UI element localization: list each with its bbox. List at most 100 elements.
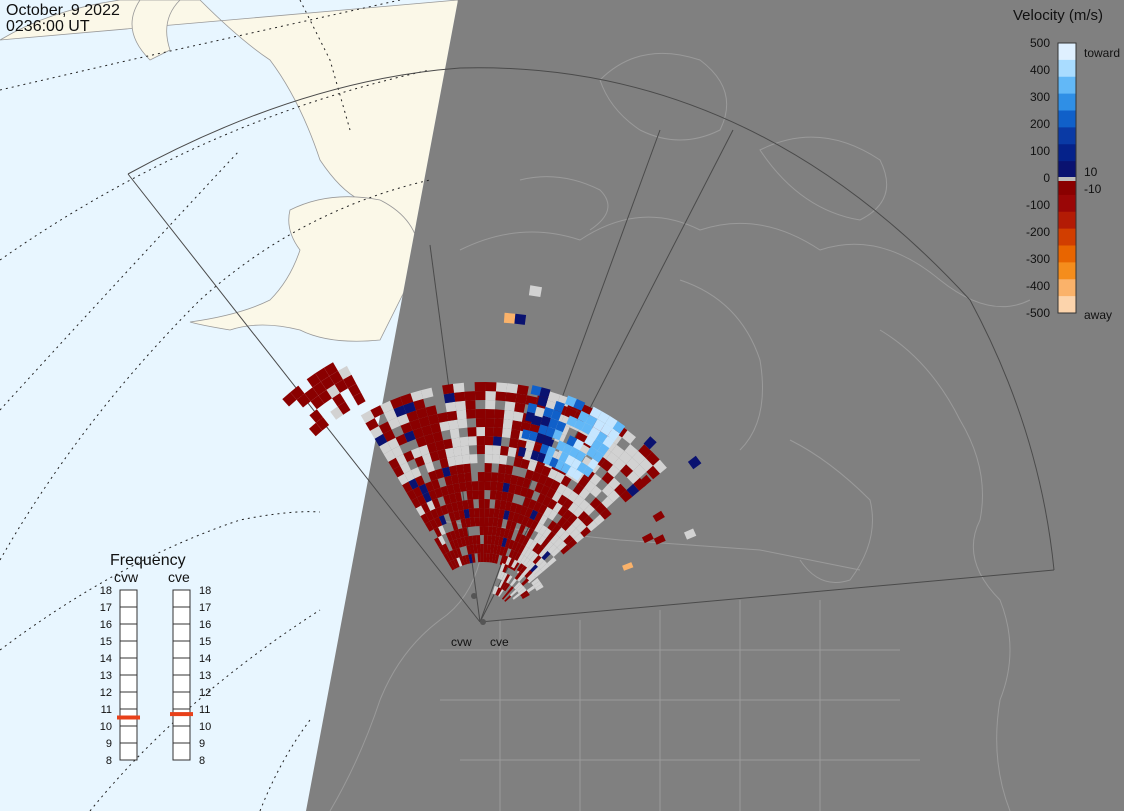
- scatter-cell: [513, 552, 522, 562]
- scatter-cell: [422, 492, 432, 503]
- scatter-cell: [455, 464, 465, 475]
- scatter-cell: [577, 410, 590, 423]
- scatter-cell: [563, 534, 574, 545]
- scatter-cell: [533, 532, 543, 543]
- scatter-cell: [632, 450, 646, 465]
- scatter-cell: [434, 516, 443, 528]
- scatter-cell: [493, 586, 499, 595]
- scatter-cell: [529, 509, 539, 521]
- scatter-cell: [456, 557, 463, 567]
- scatter-cell: [456, 409, 467, 420]
- lat-lon-grid: [0, 0, 431, 811]
- scatter-cell: [520, 421, 531, 433]
- scatter-cell: [387, 437, 400, 450]
- date-label: October, 9 2022: [6, 2, 120, 19]
- scatter-cell: [484, 472, 492, 482]
- scatter-cell: [498, 589, 504, 597]
- scatter-cell: [421, 425, 433, 437]
- scatter-cell: [517, 446, 527, 457]
- scatter-cell: [557, 541, 567, 551]
- scatter-cell: [383, 449, 396, 462]
- frequency-tick-label: 8: [199, 755, 205, 767]
- scatter-cell: [508, 438, 519, 449]
- frequency-scale-cell: [119, 606, 138, 625]
- scatter-cell: [566, 466, 577, 478]
- scatter-cell: [493, 418, 504, 428]
- frequency-tick-label: 16: [100, 619, 112, 631]
- scatter-cell: [607, 464, 620, 478]
- scatter-cell: [400, 422, 413, 434]
- scatter-cell: [516, 563, 525, 572]
- legend-swatch: [1058, 127, 1076, 145]
- scatter-cell: [460, 445, 470, 456]
- scatter-cell: [501, 428, 512, 438]
- scatter-cell: [495, 490, 503, 501]
- scatter-cell: [619, 490, 633, 503]
- frequency-tick-label: 17: [100, 602, 112, 614]
- scatter-cell: [449, 550, 457, 560]
- scatter-cell: [501, 572, 508, 581]
- scatter-cell: [572, 469, 583, 481]
- scatter-cell: [525, 517, 534, 529]
- scatter-cell: [495, 391, 507, 402]
- scatter-cell: [391, 445, 404, 458]
- scatter-cell: [584, 434, 596, 447]
- scatter-cell: [567, 513, 578, 525]
- scatter-cell: [595, 431, 608, 444]
- scatter-cell: [516, 476, 525, 487]
- legend-toward-label: toward: [1084, 46, 1120, 60]
- scatter-cell: [343, 374, 357, 389]
- scatter-cell: [494, 535, 500, 546]
- scatter-cell: [403, 450, 415, 463]
- scatter-cell: [538, 560, 547, 570]
- scatter-cell: [454, 491, 463, 502]
- scatter-cell: [490, 544, 495, 554]
- scatter-cell: [421, 502, 431, 514]
- scatter-cell: [589, 473, 602, 486]
- legend-tick-label: 300: [1030, 90, 1050, 104]
- legend-swatch: [1058, 228, 1076, 246]
- scatter-cell: [496, 481, 504, 492]
- scatter-cell: [516, 553, 525, 564]
- scatter-cell: [457, 418, 468, 429]
- scatter-cell: [538, 525, 548, 536]
- scatter-cell: [425, 405, 438, 417]
- scatter-cell: [638, 444, 653, 459]
- frequency-marker: [117, 715, 140, 720]
- scatter-cell: [430, 422, 442, 434]
- scatter-cell: [497, 536, 504, 547]
- scatter-cell: [304, 387, 319, 402]
- legend-swatch: [1058, 262, 1076, 280]
- scatter-cell: [597, 443, 610, 456]
- scatter-cell: [484, 481, 491, 491]
- scatter-cell: [443, 392, 456, 404]
- scatter-cell: [549, 534, 560, 545]
- scatter-cell: [533, 501, 543, 512]
- scatter-cell: [517, 573, 525, 582]
- scatter-cell: [605, 451, 619, 465]
- scatter-cell: [383, 429, 396, 442]
- scatter-cell: [498, 463, 507, 474]
- scatter-cell: [487, 526, 493, 536]
- legend-tick-label: -100: [1026, 198, 1050, 212]
- scatter-cell: [626, 470, 640, 484]
- frequency-scale-cell: [172, 742, 191, 761]
- scatter-cell: [464, 536, 470, 546]
- scatter-cell: [446, 410, 458, 421]
- scatter-cell: [424, 433, 435, 445]
- scatter-cell: [600, 508, 612, 520]
- scatter-cell: [493, 508, 500, 519]
- frequency-radar-cvw: cvw: [114, 569, 139, 585]
- scatter-cell: [412, 427, 424, 439]
- scatter-cell: [473, 544, 478, 554]
- scatter-cell: [527, 575, 536, 584]
- scatter-cell: [518, 534, 526, 545]
- scatter-cell: [614, 483, 627, 497]
- scatter-cell: [475, 409, 486, 419]
- scatter-cell: [537, 535, 547, 546]
- scatter-cell: [633, 464, 647, 478]
- scatter-cell: [495, 527, 502, 537]
- scatter-cell: [547, 391, 561, 404]
- scatter-cell: [546, 531, 556, 542]
- radar-site-marker: [471, 593, 477, 599]
